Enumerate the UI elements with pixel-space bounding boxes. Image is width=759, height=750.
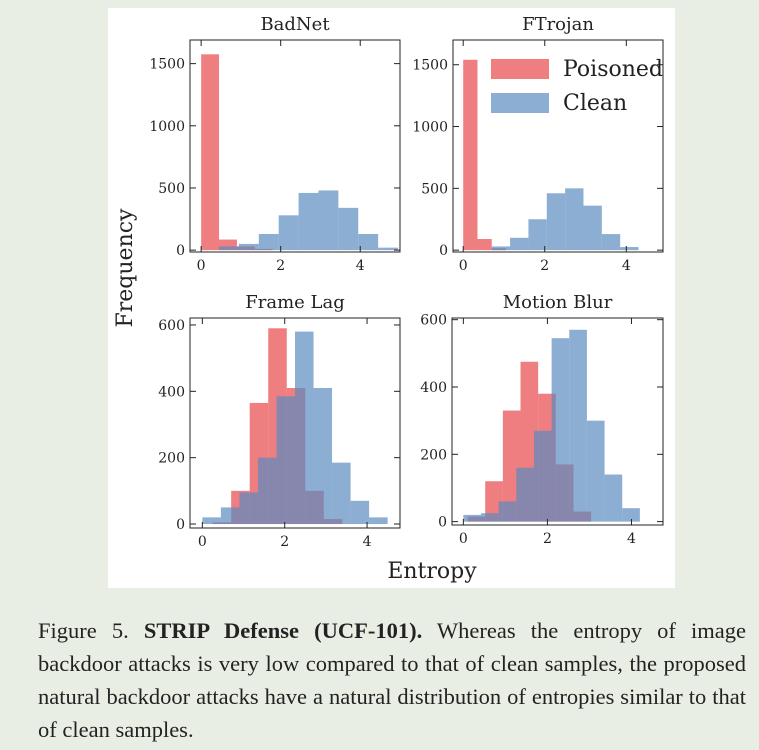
histogram-bar [481, 513, 499, 522]
x-tick-label: 2 [543, 531, 552, 547]
axes-frame [452, 39, 664, 253]
y-tick-label: 200 [420, 447, 447, 463]
histogram-bar [491, 246, 511, 251]
histogram-bar [463, 514, 482, 522]
x-axis-label: Entropy [387, 559, 477, 584]
histogram-bar [220, 507, 240, 525]
x-tick-label: 0 [197, 258, 206, 274]
caption: Figure 5. STRIP Defense (UCF-101). Where… [38, 614, 746, 746]
caption-bold: STRIP Defense (UCF-101). [143, 618, 423, 643]
histogram-bar [238, 243, 259, 251]
histogram-bar [583, 205, 602, 251]
y-tick-label: 0 [176, 243, 185, 259]
histogram-bar [546, 193, 566, 251]
histogram-bar [219, 239, 237, 251]
histogram-bar [533, 430, 552, 522]
histogram-bar [276, 396, 295, 525]
x-tick-label: 4 [356, 258, 365, 274]
chart-title: FTrojan [522, 14, 594, 35]
histogram-bar [604, 474, 623, 522]
chart-title: Motion Blur [503, 292, 613, 313]
x-tick-label: 2 [540, 258, 549, 274]
histogram-bar [358, 233, 379, 251]
histogram-bar [202, 517, 221, 525]
histogram-bar [620, 247, 639, 251]
histogram-bar [569, 329, 587, 522]
y-tick-label: 1500 [412, 58, 448, 74]
y-tick-label: 400 [420, 380, 447, 396]
y-tick-label: 400 [158, 384, 185, 400]
histogram-bar [350, 500, 370, 525]
axes-frame [189, 317, 401, 529]
histogram-bar [622, 508, 640, 522]
y-axis-label: Frequency [113, 208, 138, 328]
y-tick-label: 200 [158, 451, 185, 467]
histogram-bar [298, 192, 319, 251]
y-tick-label: 0 [439, 243, 448, 259]
y-tick-label: 500 [421, 181, 448, 197]
histogram-bar [463, 59, 478, 251]
histogram-bar [332, 462, 351, 525]
histogram-bar [201, 54, 220, 251]
histogram-bar [586, 420, 605, 522]
histogram-bar [498, 501, 517, 522]
y-tick-label: 1500 [149, 57, 185, 73]
y-tick-label: 1000 [149, 119, 185, 135]
caption-text: Whereas the entropy of image backdoor at… [38, 618, 747, 742]
y-tick-label: 1000 [412, 120, 448, 136]
histogram-bar [485, 481, 503, 522]
histogram-bar [257, 457, 277, 525]
figure: Entropy Frequency BadNet 0 2 4 0 500 1000 1500 F… [108, 8, 675, 588]
axes-frame [189, 39, 401, 253]
histogram-bar [565, 188, 584, 251]
x-tick-label: 0 [198, 534, 207, 550]
legend-swatch [491, 59, 549, 79]
histogram-bar [295, 331, 314, 525]
x-tick-label: 2 [276, 258, 285, 274]
x-tick-label: 0 [459, 258, 468, 274]
histogram-bar [338, 207, 359, 251]
y-tick-label: 600 [158, 318, 185, 334]
x-tick-label: 0 [459, 531, 468, 547]
axes-frame [451, 317, 664, 526]
caption-label: Figure 5. [38, 618, 129, 643]
histogram-bar [516, 467, 534, 522]
histogram-bar [258, 233, 279, 251]
y-tick-label: 0 [438, 515, 447, 531]
histogram-bar [219, 246, 239, 251]
legend-swatch [491, 93, 549, 113]
histogram-bar [510, 237, 529, 251]
x-tick-label: 4 [627, 531, 636, 547]
histogram-bar [551, 338, 570, 522]
histogram-bar [313, 388, 333, 525]
y-tick-label: 0 [176, 517, 185, 533]
chart-title: BadNet [260, 14, 330, 35]
histogram-bar [369, 517, 388, 525]
histogram-bar [318, 190, 339, 251]
chart-title: Frame Lag [245, 292, 344, 313]
histogram-bar [601, 234, 621, 251]
histogram-bar [239, 492, 258, 525]
y-tick-label: 500 [158, 181, 185, 197]
x-tick-label: 4 [363, 534, 372, 550]
histogram-bar [502, 410, 521, 522]
histogram-bar [278, 215, 299, 251]
legend-label: Poisoned [563, 57, 663, 82]
legend-label: Clean [563, 91, 627, 116]
y-tick-label: 600 [420, 313, 447, 329]
histogram-bar [477, 239, 492, 251]
histogram-bar [528, 219, 547, 251]
x-tick-label: 4 [622, 258, 631, 274]
histogram-bar [378, 247, 399, 251]
x-tick-label: 2 [280, 534, 289, 550]
